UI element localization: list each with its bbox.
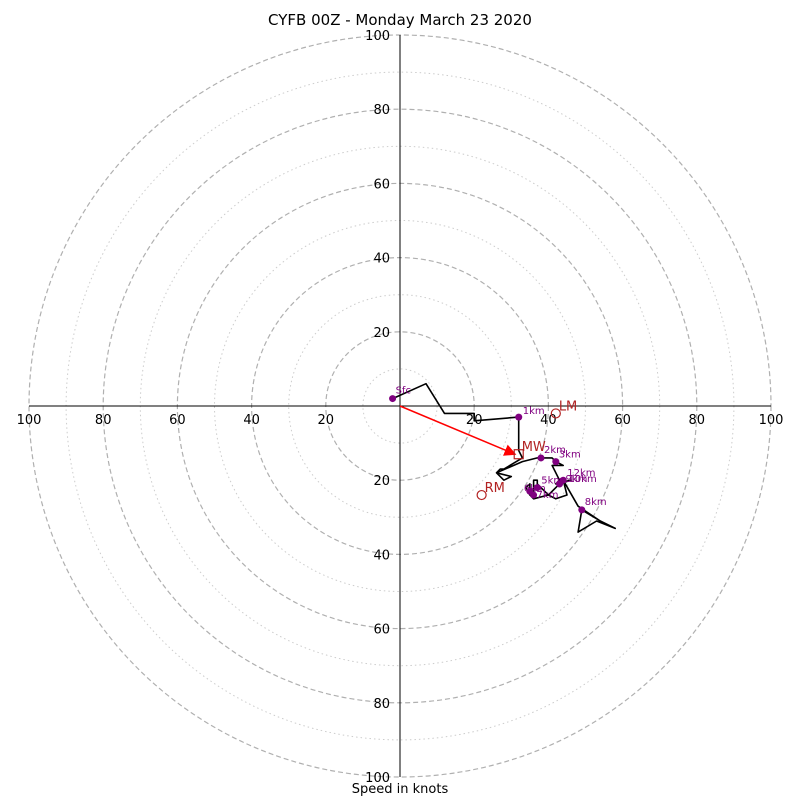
height-marker-label: 7km: [537, 490, 559, 501]
height-marker-label: 3km: [559, 450, 581, 461]
mean-wind-vector-group: [399, 405, 517, 456]
motion-marker-label: MW: [522, 440, 546, 455]
x-tick-label: 40: [243, 413, 260, 428]
y-tick-label: 80: [373, 697, 390, 712]
height-marker-label: 1km: [523, 406, 545, 417]
x-tick-label: 20: [318, 413, 335, 428]
height-marker: [533, 484, 541, 492]
motion-marker-label: RM: [485, 481, 505, 496]
height-marker: [537, 454, 545, 462]
height-marker-label: 12km: [567, 468, 595, 479]
x-tick-label: 80: [95, 413, 112, 428]
height-marker-label: 6km: [524, 483, 546, 494]
mean-wind-marker: [513, 449, 524, 460]
height-marker: [515, 413, 523, 421]
y-tick-label: 100: [365, 771, 390, 786]
x-axis-label: Speed in knots: [351, 782, 449, 797]
tick-labels: 100 80 60 40 20 20 40 60 80 100100806040202040608…: [17, 29, 784, 786]
storm-motion-marker: [476, 489, 487, 501]
mean-wind-vector: [399, 405, 517, 456]
height-marker-label: 8km: [585, 497, 607, 508]
x-tick-label: 100: [759, 413, 784, 428]
y-tick-label: 80: [373, 103, 390, 118]
storm-motion-marker: [550, 408, 561, 419]
motion-marker-label: LM: [559, 399, 577, 414]
x-tick-label: 60: [169, 413, 186, 428]
height-marker: [530, 491, 538, 499]
height-marker: [389, 395, 397, 403]
x-tick-label: 60: [614, 413, 631, 428]
height-marker-label: 5km: [541, 476, 563, 487]
y-tick-label: 60: [373, 623, 390, 638]
height-marker-label: 10km: [569, 474, 597, 485]
height-marker-label: 2km: [544, 445, 566, 456]
height-marker: [578, 506, 586, 514]
y-tick-label: 100: [365, 29, 390, 44]
y-tick-label: 20: [373, 474, 390, 489]
chart-title: CYFB 00Z - Monday March 23 2020: [268, 11, 532, 29]
height-marker: [559, 476, 567, 484]
x-tick-label: 100: [17, 413, 42, 428]
height-marker-label: Sfc: [396, 386, 411, 397]
x-tick-label: 80: [689, 413, 706, 428]
height-marker-label: 9km: [566, 474, 588, 485]
height-marker: [552, 458, 560, 466]
y-tick-label: 40: [373, 548, 390, 563]
y-tick-label: 40: [373, 252, 390, 267]
y-tick-label: 20: [373, 326, 390, 341]
y-tick-label: 60: [373, 177, 390, 192]
